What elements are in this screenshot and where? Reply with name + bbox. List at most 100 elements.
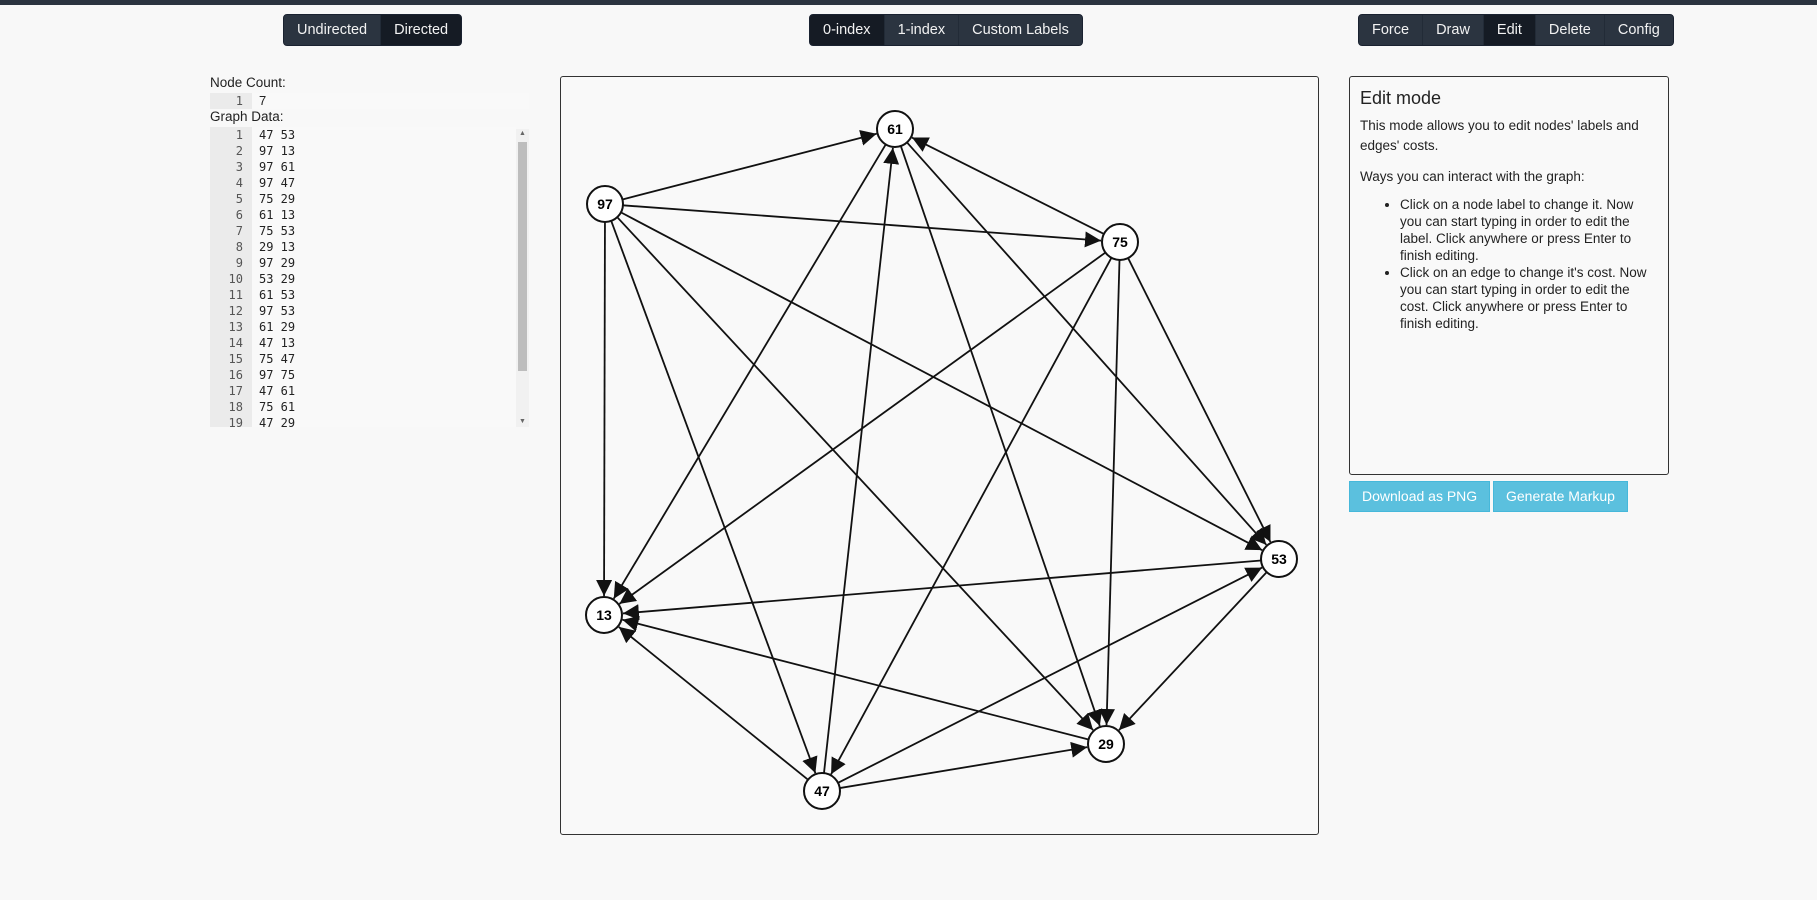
graph-edge-97-53[interactable] bbox=[620, 211, 1263, 551]
graph-edge-29-13[interactable] bbox=[622, 615, 1089, 741]
graph-edge-75-13[interactable] bbox=[618, 251, 1106, 605]
mode-info-panel: Edit mode This mode allows you to edit n… bbox=[1349, 76, 1669, 475]
line-number: 2 bbox=[210, 143, 252, 159]
graph-edge-75-53[interactable] bbox=[1127, 257, 1272, 543]
node-label[interactable]: 75 bbox=[1112, 234, 1128, 250]
node-label[interactable]: 13 bbox=[596, 607, 612, 623]
instruction-item: Click on a node label to change it. Now … bbox=[1400, 196, 1658, 264]
generate-markup-button[interactable]: Generate Markup bbox=[1493, 481, 1628, 512]
graph-edge-61-13[interactable] bbox=[612, 143, 887, 600]
edge-line-text: 97 75 bbox=[259, 368, 296, 382]
graph-node-61[interactable]: 61 bbox=[876, 110, 914, 148]
editor-line: 11 61 53 bbox=[210, 287, 516, 303]
node-label[interactable]: 29 bbox=[1098, 736, 1114, 752]
zero-index-button[interactable]: 0-index bbox=[810, 15, 885, 45]
node-circle[interactable] bbox=[803, 772, 841, 810]
editor-line: 19 47 29 bbox=[210, 415, 516, 427]
graph-node-97[interactable]: 97 bbox=[586, 185, 624, 223]
directed-button[interactable]: Directed bbox=[381, 15, 462, 45]
node-label[interactable]: 47 bbox=[814, 783, 830, 799]
graph-edge-97-29[interactable] bbox=[616, 216, 1094, 731]
graph-edge-75-61[interactable] bbox=[911, 136, 1105, 235]
edge-line-text: 47 61 bbox=[259, 384, 296, 398]
panel-ways-heading: Ways you can interact with the graph: bbox=[1360, 169, 1585, 184]
editor-line: 14 47 13 bbox=[210, 335, 516, 351]
graph-edge-61-29[interactable] bbox=[899, 145, 1103, 727]
custom-labels-button[interactable]: Custom Labels bbox=[959, 15, 1082, 45]
mode-toggle: Force Draw Edit Delete Config bbox=[1358, 14, 1674, 46]
graph-canvas[interactable]: 61 97 75 53 13 29 47 bbox=[560, 76, 1319, 835]
graph-data-scrollbar[interactable]: ▲ ▼ bbox=[516, 129, 529, 427]
graph-edge-75-47[interactable] bbox=[830, 257, 1113, 775]
delete-mode-button[interactable]: Delete bbox=[1535, 15, 1605, 45]
line-number: 17 bbox=[210, 383, 252, 399]
edge-line-text: 75 47 bbox=[259, 352, 296, 366]
edge-line-text: 75 29 bbox=[259, 192, 296, 206]
graph-edge-47-61[interactable] bbox=[823, 147, 900, 774]
edit-mode-button[interactable]: Edit bbox=[1483, 15, 1536, 45]
line-number: 4 bbox=[210, 175, 252, 191]
graph-edge-47-53[interactable] bbox=[837, 566, 1263, 784]
line-number: 9 bbox=[210, 255, 252, 271]
node-circle[interactable] bbox=[1087, 725, 1125, 763]
node-circle[interactable] bbox=[585, 596, 623, 634]
one-index-button[interactable]: 1-index bbox=[884, 15, 960, 45]
panel-instructions-list: Click on a node label to change it. Now … bbox=[1360, 196, 1658, 332]
graph-node-29[interactable]: 29 bbox=[1087, 725, 1125, 763]
edge-line-text: 47 13 bbox=[259, 336, 296, 350]
graph-edge-97-47[interactable] bbox=[610, 220, 818, 774]
direction-toggle: Undirected Directed bbox=[283, 14, 463, 46]
line-number: 10 bbox=[210, 271, 252, 287]
draw-mode-button[interactable]: Draw bbox=[1423, 15, 1484, 45]
graph-data-editor[interactable]: 1 47 53 2 97 13 3 97 61 4 97 47 5 75 29 6 61 13 7 75 … bbox=[210, 127, 516, 427]
graph-edge-75-29[interactable] bbox=[1098, 259, 1121, 726]
graph-edge-97-13[interactable] bbox=[596, 221, 613, 597]
graph-edge-97-75[interactable] bbox=[622, 204, 1102, 248]
graph-node-13[interactable]: 13 bbox=[585, 596, 623, 634]
graph-edge-97-61[interactable] bbox=[622, 130, 877, 201]
undirected-button[interactable]: Undirected bbox=[284, 15, 382, 45]
node-count-editor[interactable]: 1 7 bbox=[210, 93, 529, 109]
node-circle[interactable] bbox=[1101, 223, 1139, 261]
top-bar bbox=[0, 0, 1817, 5]
line-number: 13 bbox=[210, 319, 252, 335]
config-mode-button[interactable]: Config bbox=[1604, 15, 1673, 45]
editor-line: 10 53 29 bbox=[210, 271, 516, 287]
force-mode-button[interactable]: Force bbox=[1359, 15, 1424, 45]
graph-edge-47-13[interactable] bbox=[618, 626, 809, 781]
edge-line-text: 97 47 bbox=[259, 176, 296, 190]
node-circle[interactable] bbox=[876, 110, 914, 148]
edge-line-text: 53 29 bbox=[259, 272, 296, 286]
edge-line-text: 97 13 bbox=[259, 144, 296, 158]
indexing-toggle: 0-index 1-index Custom Labels bbox=[809, 14, 1083, 46]
graph-edge-53-29[interactable] bbox=[1118, 571, 1268, 731]
graph-node-75[interactable]: 75 bbox=[1101, 223, 1139, 261]
edge-line-text: 75 53 bbox=[259, 224, 296, 238]
graph-data-label: Graph Data: bbox=[210, 109, 284, 124]
scroll-up-icon[interactable]: ▲ bbox=[519, 130, 526, 137]
download-png-button[interactable]: Download as PNG bbox=[1349, 481, 1491, 512]
graph-edge-61-53[interactable] bbox=[906, 141, 1268, 546]
graph-node-47[interactable]: 47 bbox=[803, 772, 841, 810]
scroll-down-icon[interactable]: ▼ bbox=[519, 418, 526, 425]
line-number: 15 bbox=[210, 351, 252, 367]
line-number: 16 bbox=[210, 367, 252, 383]
editor-line: 2 97 13 bbox=[210, 143, 516, 159]
edge-line-text: 47 29 bbox=[259, 416, 296, 427]
node-label[interactable]: 97 bbox=[597, 196, 613, 212]
graph-svg[interactable]: 61 97 75 53 13 29 47 bbox=[561, 77, 1318, 834]
editor-line: 7 75 53 bbox=[210, 223, 516, 239]
line-number: 3 bbox=[210, 159, 252, 175]
graph-edge-47-29[interactable] bbox=[839, 741, 1088, 789]
node-label[interactable]: 53 bbox=[1271, 551, 1287, 567]
line-number: 14 bbox=[210, 335, 252, 351]
node-circle[interactable] bbox=[586, 185, 624, 223]
editor-line: 15 75 47 bbox=[210, 351, 516, 367]
editor-line: 6 61 13 bbox=[210, 207, 516, 223]
node-label[interactable]: 61 bbox=[887, 121, 903, 137]
editor-line: 16 97 75 bbox=[210, 367, 516, 383]
graph-node-53[interactable]: 53 bbox=[1260, 540, 1298, 578]
graph-edge-53-13[interactable] bbox=[622, 559, 1262, 621]
scrollbar-thumb[interactable] bbox=[518, 142, 527, 371]
node-circle[interactable] bbox=[1260, 540, 1298, 578]
